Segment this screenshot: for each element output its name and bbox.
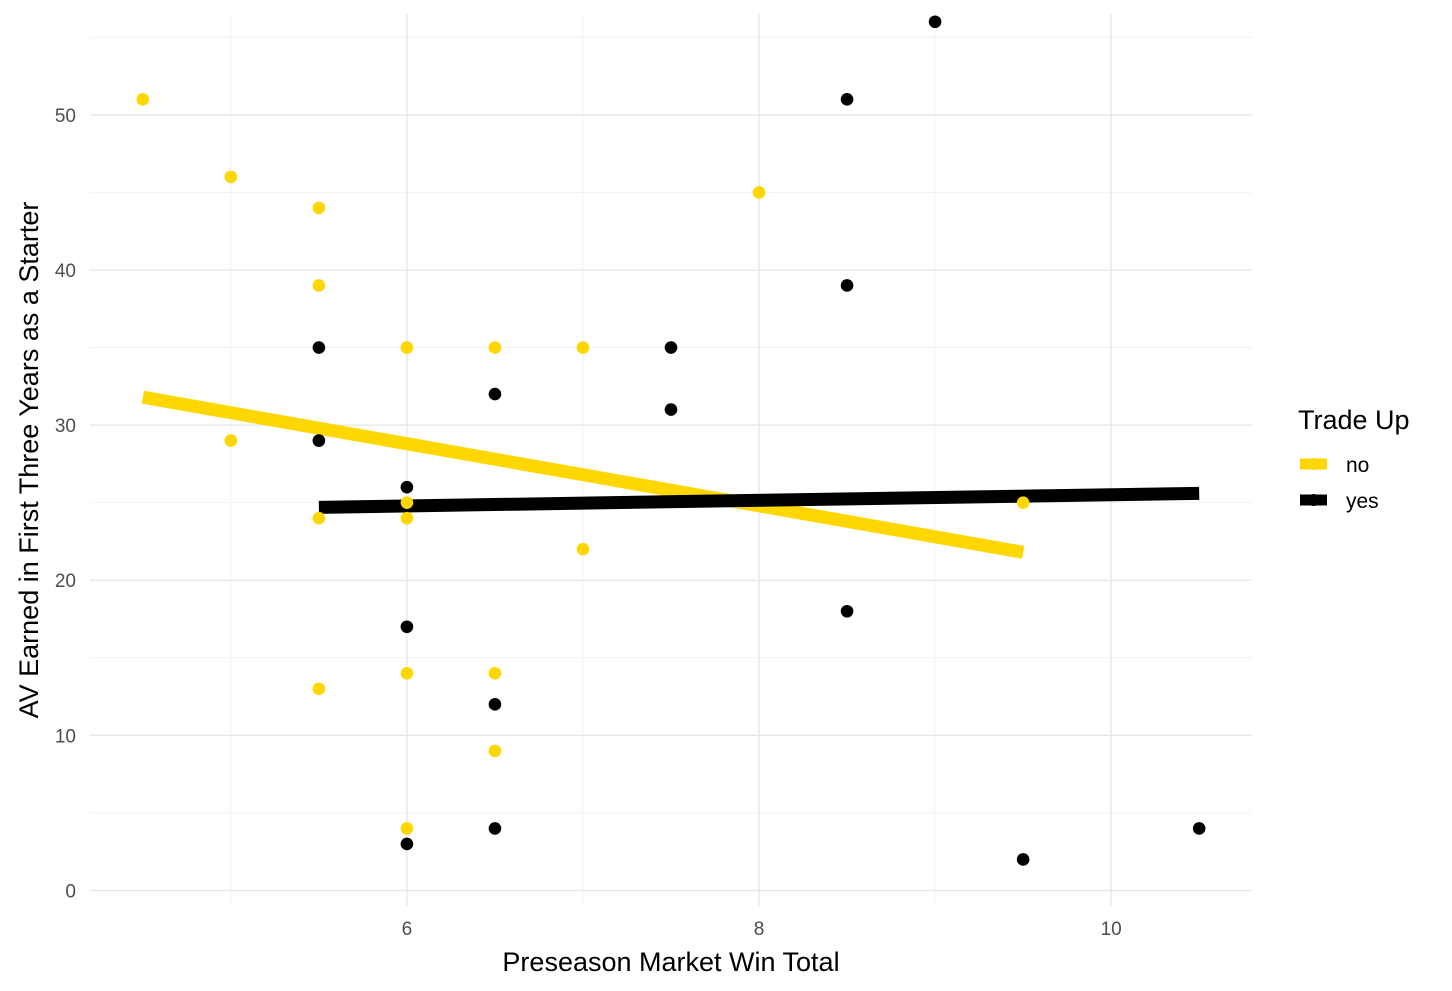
data-point-no (576, 341, 590, 354)
legend-item-no: no (1300, 454, 1369, 477)
data-point-no (136, 93, 150, 106)
data-point-yes (400, 480, 414, 494)
y-tick-label: 10 (55, 726, 76, 747)
data-point-no (752, 186, 766, 199)
major-gridlines (90, 14, 1252, 906)
data-points (136, 15, 1206, 866)
data-point-no (224, 434, 238, 447)
data-point-no (1016, 496, 1030, 509)
data-point-yes (400, 837, 414, 851)
data-point-no (312, 279, 326, 292)
data-point-no (312, 682, 326, 696)
y-tick-label: 50 (55, 106, 76, 127)
legend-item-yes: yes (1300, 490, 1379, 513)
data-point-yes (400, 620, 414, 634)
data-point-yes (312, 434, 326, 447)
y-tick-label: 30 (55, 416, 76, 437)
data-point-yes (664, 341, 678, 354)
data-point-no (400, 822, 414, 835)
y-tick-label: 20 (55, 571, 76, 592)
data-point-no (400, 511, 414, 525)
legend: Trade Up no yes (1298, 405, 1410, 513)
data-point-yes (840, 279, 854, 292)
minor-gridlines (90, 14, 1252, 906)
x-tick-label: 10 (1101, 919, 1122, 940)
data-point-yes (664, 403, 678, 416)
legend-title: Trade Up (1298, 405, 1410, 435)
data-point-yes (488, 822, 502, 835)
legend-label: yes (1346, 490, 1379, 513)
data-point-no (488, 667, 502, 680)
data-point-yes (488, 387, 502, 401)
trend-line-yes (318, 486, 1200, 514)
data-point-no (312, 201, 326, 215)
y-axis-title: AV Earned in First Three Years as a Star… (14, 202, 44, 719)
data-point-no (576, 542, 590, 556)
x-tick-label: 6 (402, 919, 413, 940)
data-point-no (400, 341, 414, 354)
x-axis-title: Preseason Market Win Total (502, 947, 839, 977)
x-axis-tick-labels: 6 8 10 (402, 919, 1122, 940)
trend-lines (141, 390, 1200, 559)
data-point-yes (488, 698, 502, 711)
data-point-no (488, 341, 502, 354)
data-point-yes (312, 341, 326, 354)
legend-key-point (1307, 458, 1320, 470)
trend-line-no (141, 390, 1025, 559)
data-point-no (400, 667, 414, 680)
legend-items: no yes (1300, 454, 1379, 513)
data-point-no (224, 170, 238, 184)
legend-label: no (1346, 454, 1369, 477)
data-point-no (400, 496, 414, 509)
data-point-no (488, 744, 502, 758)
x-tick-label: 8 (754, 919, 765, 940)
legend-key-point (1307, 494, 1320, 506)
data-point-yes (1016, 853, 1030, 866)
y-tick-label: 40 (55, 261, 76, 282)
data-point-yes (1192, 822, 1206, 835)
data-point-yes (928, 15, 942, 29)
data-point-yes (840, 604, 854, 618)
data-point-yes (840, 93, 854, 106)
data-point-no (312, 511, 326, 525)
y-tick-label: 0 (65, 881, 76, 902)
y-axis-tick-labels: 0 10 20 30 40 50 (55, 106, 76, 903)
